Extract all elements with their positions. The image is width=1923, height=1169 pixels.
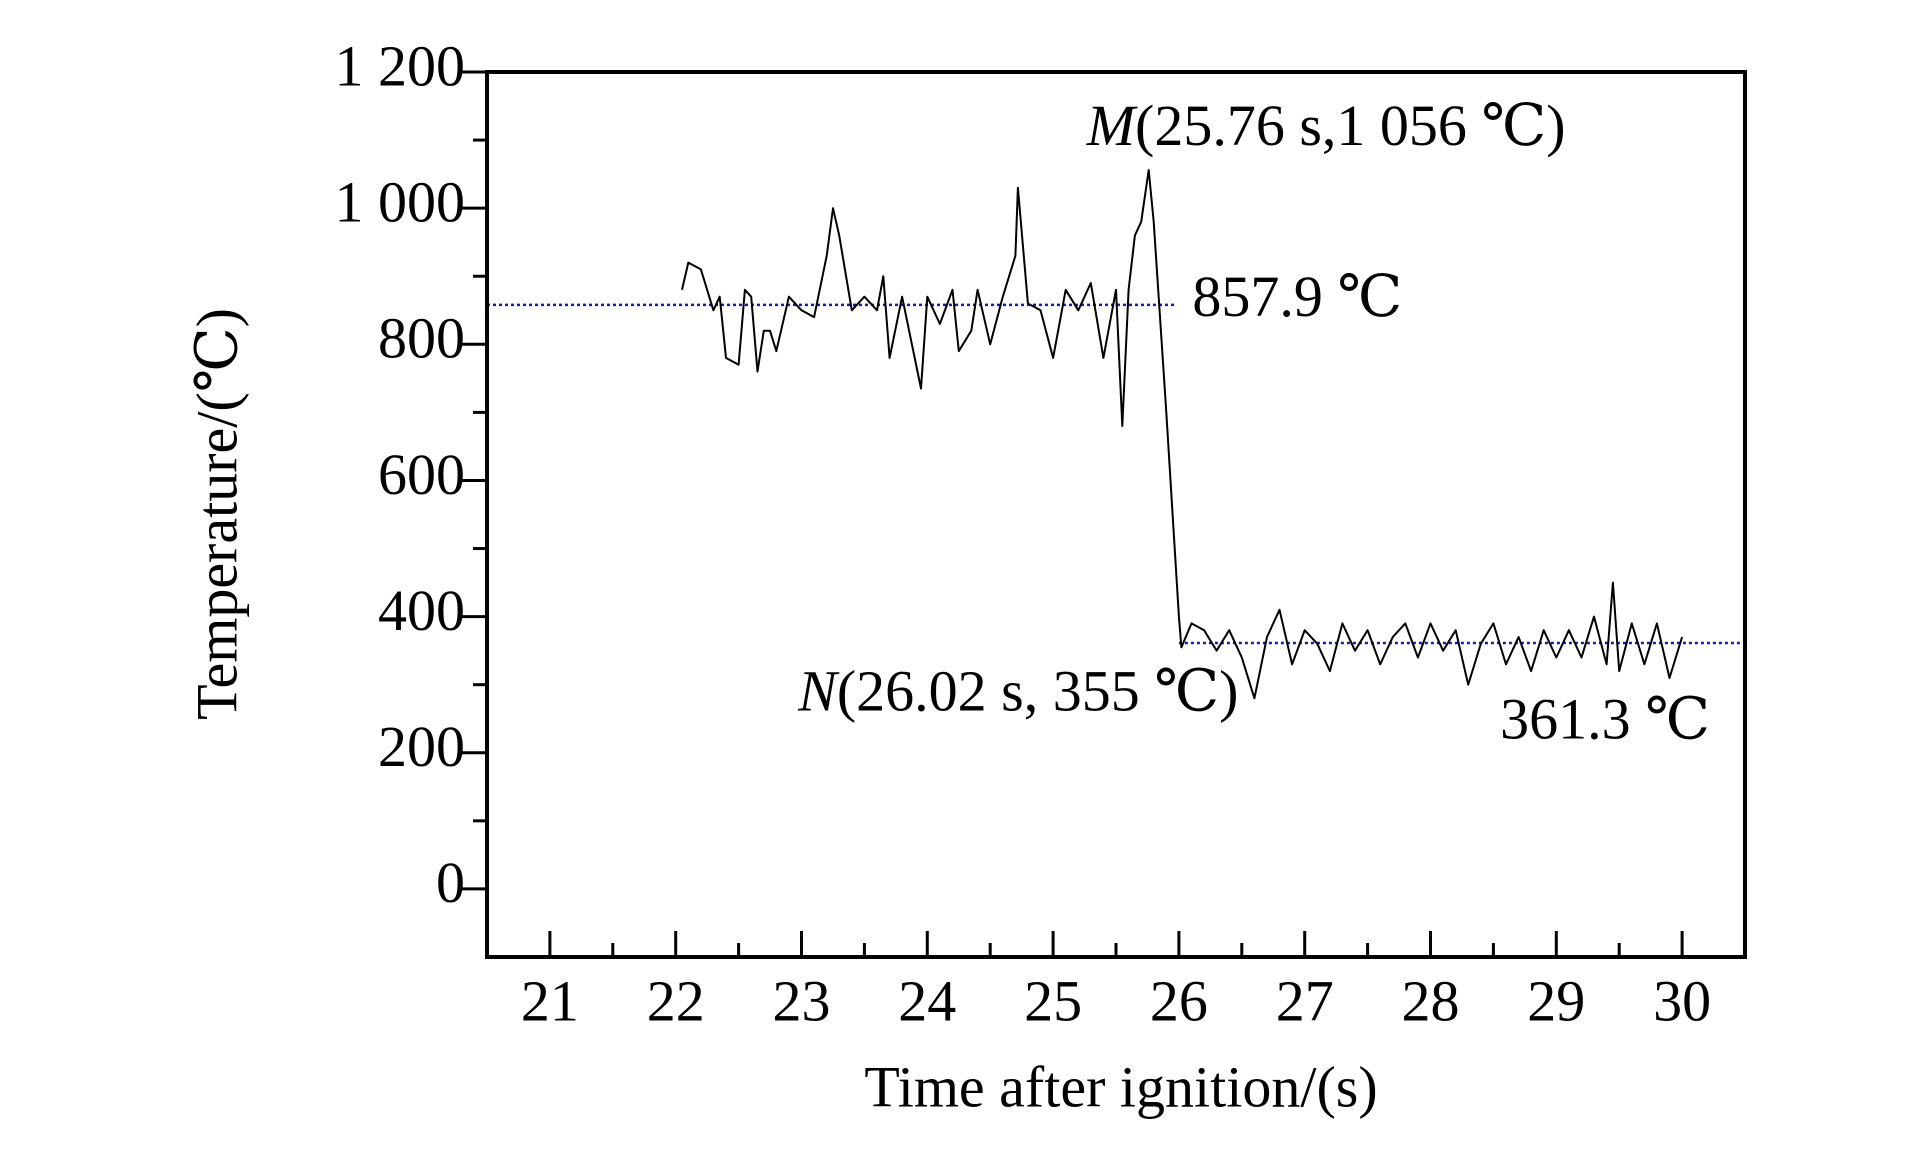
y-tick-label: 1 200 (335, 33, 466, 98)
data-line (681, 169, 1684, 700)
y-tick-label: 0 (436, 850, 465, 915)
y-tick-label: 200 (378, 714, 465, 779)
y-tick-label: 600 (378, 442, 465, 507)
x-tick-label: 25 (1024, 968, 1082, 1033)
x-tick-label: 27 (1276, 968, 1334, 1033)
x-tick-label: 28 (1402, 968, 1460, 1033)
x-tick-label: 26 (1150, 968, 1208, 1033)
x-tick-label: 23 (773, 968, 831, 1033)
x-tick-label: 24 (898, 968, 956, 1033)
annotation-text: (25.76 s,1 056 ℃) (1135, 93, 1566, 158)
y-tick-label: 1 000 (335, 169, 466, 234)
annotation: N(26.02 s, 355 ℃) (797, 659, 1238, 724)
x-tick-label: 21 (521, 968, 579, 1033)
annotation-text: (26.02 s, 355 ℃) (837, 659, 1239, 724)
annotation-point: N (797, 659, 840, 724)
annotation-point: M (1086, 93, 1138, 158)
x-tick-label: 22 (647, 968, 705, 1033)
y-tick-label: 400 (378, 578, 465, 643)
plot-frame (485, 70, 1747, 959)
x-axis-label: Time after ignition/(s) (864, 1054, 1377, 1119)
y-axis-label: Temperature/(℃) (184, 308, 249, 720)
reference-label: 361.3 ℃ (1500, 686, 1710, 751)
reference-label: 857.9 ℃ (1192, 264, 1402, 329)
x-tick-label: 30 (1653, 968, 1711, 1033)
y-tick-label: 800 (378, 306, 465, 371)
x-tick-label: 29 (1527, 968, 1585, 1033)
annotation: M(25.76 s,1 056 ℃) (1086, 93, 1566, 158)
